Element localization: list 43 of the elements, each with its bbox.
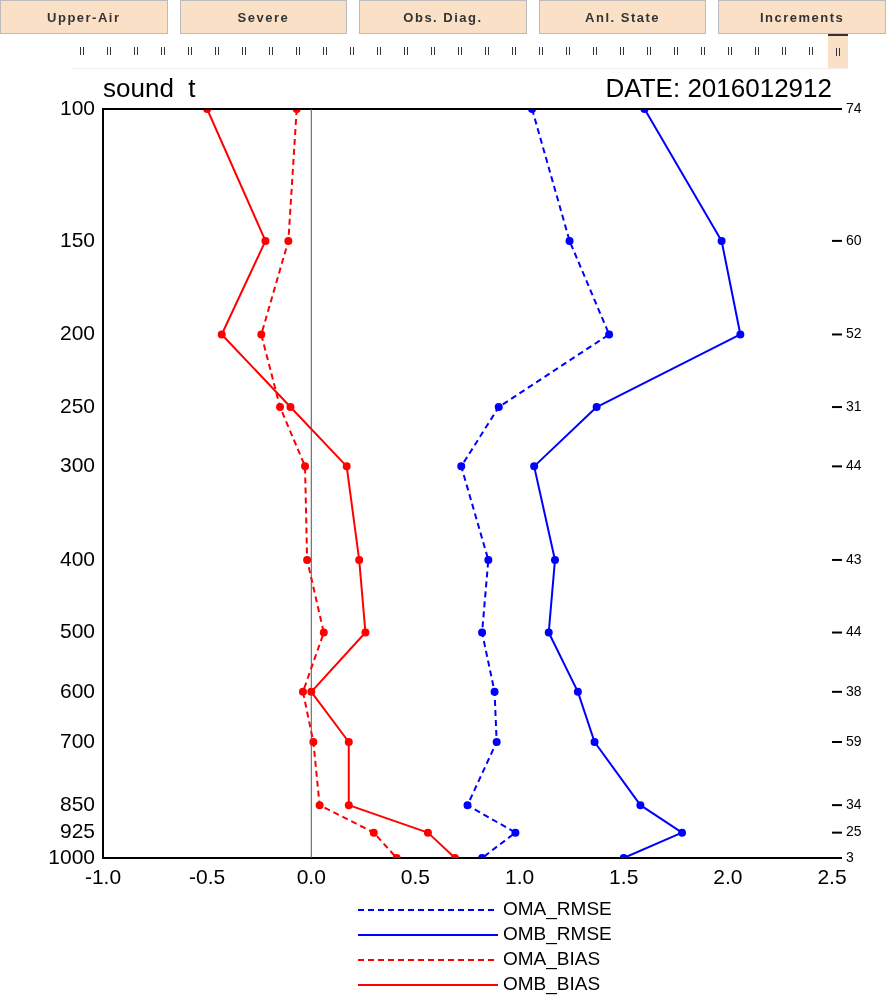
x-tick-label: 1.5 (609, 865, 639, 889)
x-tick-label: -1.0 (84, 865, 122, 889)
y-tick-label: 400 (59, 546, 95, 570)
y-tick-label: 1000 (48, 844, 95, 868)
y-tick-label: 700 (59, 728, 95, 752)
category-label: 44 (846, 457, 862, 474)
chart-title: sound t (103, 73, 197, 103)
legend-label: OMB_BIAS (503, 973, 601, 996)
y-tick-label: 500 (59, 619, 95, 643)
x-tick-label: 0.0 (296, 865, 326, 889)
x-tick-label: 1.0 (504, 865, 535, 889)
y-tick-label: 200 (59, 321, 95, 345)
category-label: 38 (846, 682, 862, 699)
category-label: 44 (846, 623, 862, 640)
category-label: 43 (846, 550, 862, 567)
y-tick-label: 250 (59, 393, 95, 417)
category-label: 3 (846, 848, 854, 865)
legend-label: OMA_BIAS (503, 948, 601, 971)
y-tick-label: 300 (59, 453, 95, 477)
text: Upper-Air (0, 0, 168, 34)
x-tick-label: 2.5 (817, 865, 847, 889)
category-label: 52 (846, 325, 862, 342)
text: Anl. State (538, 0, 707, 34)
legend-label: OMB_RMSE (503, 923, 612, 946)
x-tick-label: 2.0 (713, 865, 743, 889)
y-tick-label: 850 (59, 791, 95, 815)
y-tick-label: 150 (59, 227, 95, 251)
text: Obs. Diag. (359, 0, 527, 34)
category-label: 31 (846, 397, 862, 414)
text: Increments (718, 0, 886, 34)
category-label: 59 (846, 732, 862, 749)
y-tick-label: 100 (59, 95, 95, 119)
y-tick-label: 600 (59, 678, 95, 702)
x-tick-label: 0.5 (400, 865, 431, 889)
category-label: 25 (846, 823, 862, 840)
text: Severe (179, 0, 348, 34)
category-label: 60 (846, 231, 862, 248)
category-label: 74 (846, 99, 862, 116)
chart-subtitle: DATE: 2016012912 (605, 73, 832, 103)
x-tick-label: -0.5 (189, 865, 226, 889)
y-tick-label: 925 (59, 819, 95, 843)
category-label: 34 (846, 795, 862, 812)
legend-label: OMA_RMSE (503, 898, 612, 921)
